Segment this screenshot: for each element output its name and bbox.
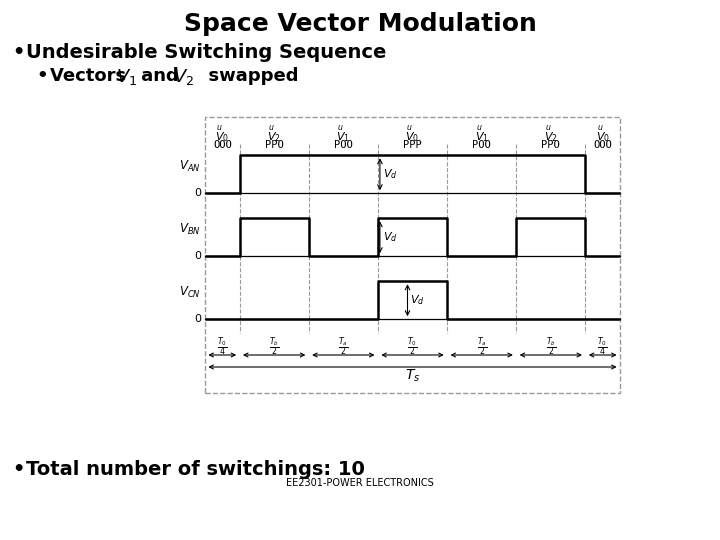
Text: $V_d$: $V_d$ bbox=[383, 231, 397, 244]
Text: OOO: OOO bbox=[593, 140, 612, 150]
Text: $V_{CN}$: $V_{CN}$ bbox=[179, 285, 201, 300]
Text: $V_{BN}$: $V_{BN}$ bbox=[179, 222, 201, 237]
Text: $\frac{T_0}{2}$: $\frac{T_0}{2}$ bbox=[408, 335, 418, 357]
Text: $\overset{u}{V}_1$: $\overset{u}{V}_1$ bbox=[336, 123, 351, 145]
Text: $\overset{u}{V}_1$: $\overset{u}{V}_1$ bbox=[474, 123, 489, 145]
Text: $\overset{u}{V}_2$: $\overset{u}{V}_2$ bbox=[544, 123, 558, 145]
Text: PPO: PPO bbox=[541, 140, 560, 150]
Text: $\overset{u}{V}_0$: $\overset{u}{V}_0$ bbox=[215, 123, 230, 145]
Text: Total number of switchings: 10: Total number of switchings: 10 bbox=[26, 460, 365, 479]
Text: EE2301-POWER ELECTRONICS: EE2301-POWER ELECTRONICS bbox=[286, 478, 434, 488]
Text: $\mathit{V}_2$: $\mathit{V}_2$ bbox=[173, 67, 194, 87]
Text: $\frac{T_b}{2}$: $\frac{T_b}{2}$ bbox=[546, 335, 556, 357]
Text: •: • bbox=[12, 43, 24, 62]
Text: $\frac{T_0}{4}$: $\frac{T_0}{4}$ bbox=[217, 335, 228, 357]
Text: $V_{AN}$: $V_{AN}$ bbox=[179, 159, 201, 174]
Text: 0: 0 bbox=[194, 251, 201, 261]
Bar bbox=[205, 117, 620, 393]
Text: swapped: swapped bbox=[196, 67, 299, 85]
Text: $\mathit{V}_1$: $\mathit{V}_1$ bbox=[116, 67, 138, 87]
Text: $\frac{T_b}{2}$: $\frac{T_b}{2}$ bbox=[269, 335, 279, 357]
Text: Space Vector Modulation: Space Vector Modulation bbox=[184, 12, 536, 36]
Text: $T_s$: $T_s$ bbox=[405, 368, 420, 384]
Text: POO: POO bbox=[472, 140, 491, 150]
Text: $V_d$: $V_d$ bbox=[383, 167, 397, 181]
Text: $\frac{T_0}{4}$: $\frac{T_0}{4}$ bbox=[598, 335, 608, 357]
Text: $V_d$: $V_d$ bbox=[410, 293, 425, 307]
Text: •: • bbox=[36, 67, 48, 85]
Text: POO: POO bbox=[334, 140, 353, 150]
Text: $\overset{u}{V}_2$: $\overset{u}{V}_2$ bbox=[267, 123, 281, 145]
Text: $\frac{T_a}{2}$: $\frac{T_a}{2}$ bbox=[338, 335, 348, 357]
Text: $\overset{u}{V}_0$: $\overset{u}{V}_0$ bbox=[405, 123, 420, 145]
Text: $\frac{T_a}{2}$: $\frac{T_a}{2}$ bbox=[477, 335, 487, 357]
Text: Vectors: Vectors bbox=[50, 67, 132, 85]
Text: PPP: PPP bbox=[403, 140, 422, 150]
Text: •: • bbox=[12, 460, 24, 479]
Text: and: and bbox=[135, 67, 185, 85]
Text: 0: 0 bbox=[194, 314, 201, 324]
Text: PPO: PPO bbox=[265, 140, 284, 150]
Text: OOO: OOO bbox=[213, 140, 232, 150]
Text: 0: 0 bbox=[194, 188, 201, 198]
Text: Undesirable Switching Sequence: Undesirable Switching Sequence bbox=[26, 43, 387, 62]
Text: $\overset{u}{V}_0$: $\overset{u}{V}_0$ bbox=[595, 123, 610, 145]
